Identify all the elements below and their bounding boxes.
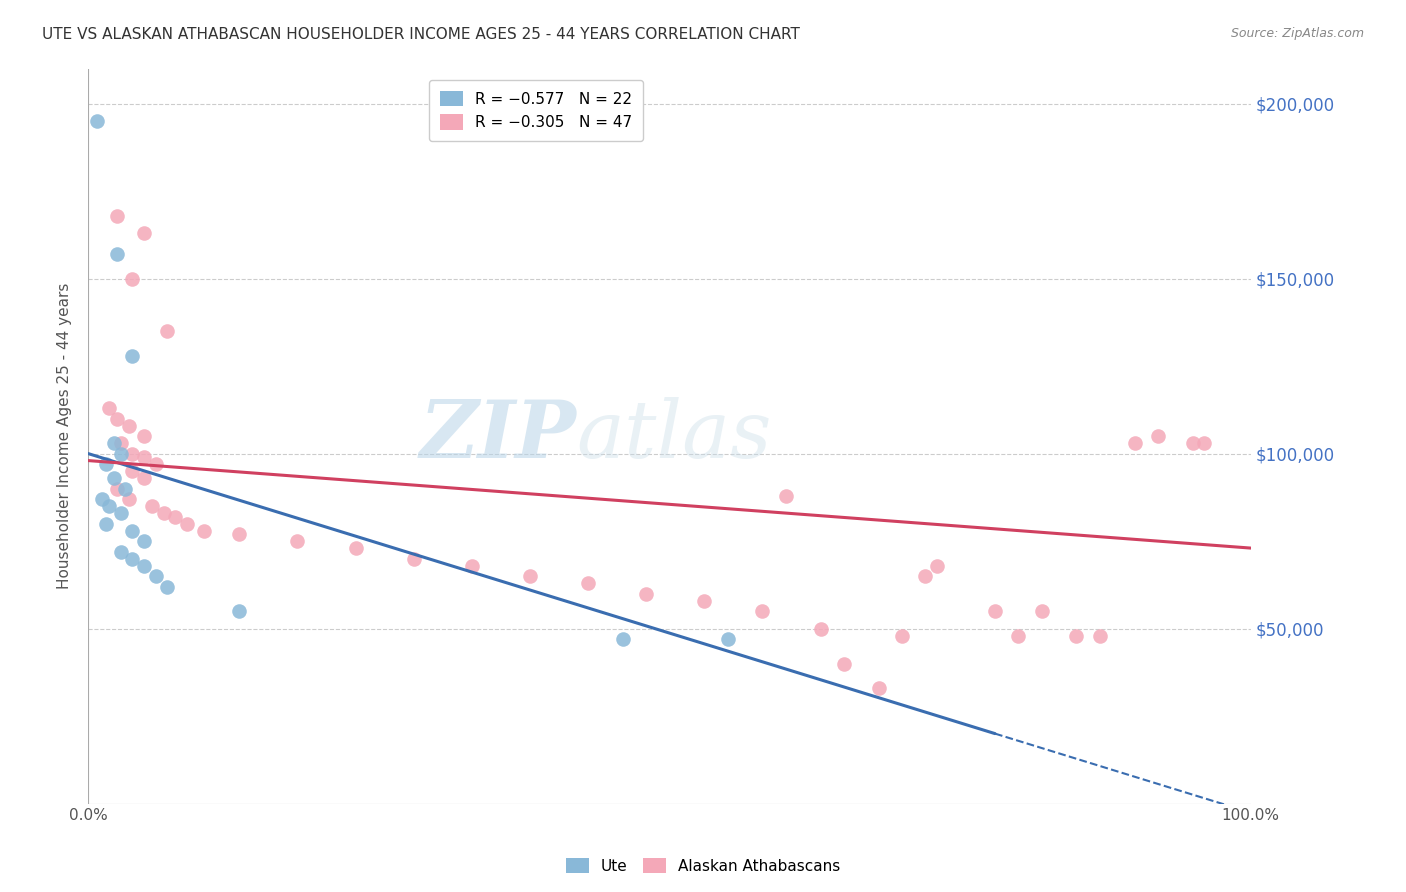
Point xyxy=(121,271,143,285)
Point xyxy=(519,569,541,583)
Point xyxy=(287,534,309,549)
Point xyxy=(1146,429,1168,443)
Point xyxy=(103,471,125,485)
Point xyxy=(1194,436,1216,450)
Point xyxy=(228,527,250,541)
Point xyxy=(118,418,141,433)
Point xyxy=(105,482,128,496)
Point xyxy=(86,114,108,128)
Point xyxy=(344,541,367,555)
Point xyxy=(984,604,1007,618)
Point xyxy=(103,436,125,450)
Point xyxy=(121,446,143,460)
Point xyxy=(141,499,163,513)
Point xyxy=(402,551,425,566)
Point xyxy=(636,586,658,600)
Point xyxy=(145,569,167,583)
Point xyxy=(193,524,215,538)
Point xyxy=(105,247,128,261)
Point xyxy=(110,506,132,520)
Point xyxy=(461,558,484,573)
Point xyxy=(121,349,143,363)
Point xyxy=(612,632,634,646)
Point xyxy=(810,622,832,636)
Point xyxy=(891,629,914,643)
Point xyxy=(132,471,155,485)
Text: Source: ZipAtlas.com: Source: ZipAtlas.com xyxy=(1230,27,1364,40)
Point xyxy=(868,681,890,695)
Text: ZIP: ZIP xyxy=(419,397,576,475)
Point xyxy=(110,446,132,460)
Point xyxy=(693,593,716,607)
Point xyxy=(118,492,141,507)
Point xyxy=(176,516,198,531)
Legend: Ute, Alaskan Athabascans: Ute, Alaskan Athabascans xyxy=(560,852,846,880)
Point xyxy=(121,464,143,478)
Point xyxy=(1007,629,1029,643)
Point xyxy=(751,604,773,618)
Point xyxy=(165,509,187,524)
Point xyxy=(132,558,155,573)
Point xyxy=(110,544,132,558)
Point xyxy=(775,489,797,503)
Point xyxy=(145,457,167,471)
Point xyxy=(152,506,174,520)
Point xyxy=(121,524,143,538)
Point xyxy=(94,457,117,471)
Point xyxy=(105,209,128,223)
Point xyxy=(832,657,855,671)
Point xyxy=(91,492,114,507)
Point xyxy=(156,324,179,338)
Point xyxy=(576,576,599,591)
Point xyxy=(132,226,155,240)
Point xyxy=(156,580,179,594)
Point xyxy=(716,632,738,646)
Point xyxy=(105,411,128,425)
Point xyxy=(914,569,936,583)
Point xyxy=(228,604,250,618)
Legend: R = −0.577   N = 22, R = −0.305   N = 47: R = −0.577 N = 22, R = −0.305 N = 47 xyxy=(429,80,643,141)
Point xyxy=(98,499,121,513)
Point xyxy=(121,551,143,566)
Point xyxy=(1123,436,1146,450)
Point xyxy=(1066,629,1088,643)
Point xyxy=(132,534,155,549)
Point xyxy=(94,516,117,531)
Y-axis label: Householder Income Ages 25 - 44 years: Householder Income Ages 25 - 44 years xyxy=(58,283,72,590)
Point xyxy=(132,429,155,443)
Point xyxy=(98,401,121,415)
Point xyxy=(1031,604,1053,618)
Point xyxy=(1088,629,1111,643)
Text: UTE VS ALASKAN ATHABASCAN HOUSEHOLDER INCOME AGES 25 - 44 YEARS CORRELATION CHAR: UTE VS ALASKAN ATHABASCAN HOUSEHOLDER IN… xyxy=(42,27,800,42)
Point xyxy=(925,558,948,573)
Text: atlas: atlas xyxy=(576,397,772,475)
Point xyxy=(132,450,155,464)
Point xyxy=(1181,436,1204,450)
Point xyxy=(114,482,136,496)
Point xyxy=(110,436,132,450)
